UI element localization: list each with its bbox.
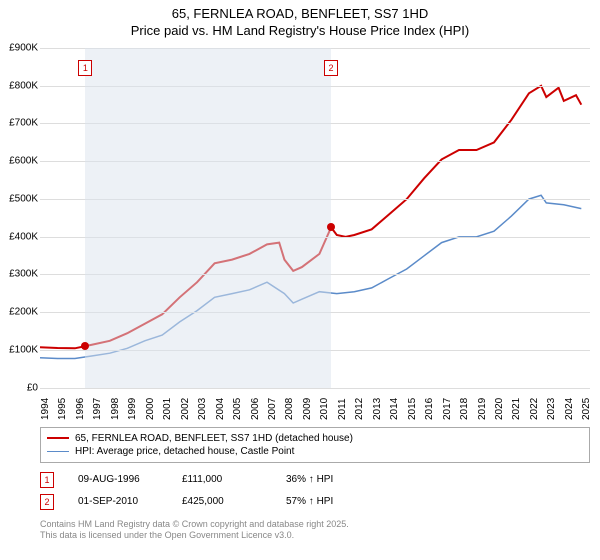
x-tick-label: 1998: [110, 398, 121, 420]
x-tick-label: 1999: [127, 398, 138, 420]
annotation-pct: 57% ↑ HPI: [286, 496, 366, 507]
annotation-marker: 2: [40, 494, 54, 510]
x-tick-label: 2013: [372, 398, 383, 420]
annotation-marker: 1: [40, 472, 54, 488]
x-tick-label: 1995: [57, 398, 68, 420]
x-tick-label: 2002: [180, 398, 191, 420]
x-tick-label: 1997: [92, 398, 103, 420]
x-tick-label: 2001: [162, 398, 173, 420]
title-line1: 65, FERNLEA ROAD, BENFLEET, SS7 1HD: [0, 6, 600, 23]
marker-dot: [81, 342, 89, 350]
legend: 65, FERNLEA ROAD, BENFLEET, SS7 1HD (det…: [40, 427, 590, 463]
x-tick-label: 2016: [424, 398, 435, 420]
annotation-table: 1 09-AUG-1996 £111,000 36% ↑ HPI 2 01-SE…: [40, 469, 590, 513]
x-tick-label: 2005: [232, 398, 243, 420]
annotation-row: 2 01-SEP-2010 £425,000 57% ↑ HPI: [40, 491, 590, 513]
plot-area: £0£100K£200K£300K£400K£500K£600K£700K£80…: [40, 48, 590, 389]
x-tick-label: 2004: [215, 398, 226, 420]
annotation-row: 1 09-AUG-1996 £111,000 36% ↑ HPI: [40, 469, 590, 491]
x-tick-label: 2024: [564, 398, 575, 420]
x-tick-label: 2003: [197, 398, 208, 420]
y-tick-label: £800K: [4, 80, 38, 91]
x-tick-label: 2025: [581, 398, 592, 420]
legend-label: HPI: Average price, detached house, Cast…: [75, 446, 294, 457]
y-tick-label: £900K: [4, 42, 38, 53]
marker-dot: [327, 223, 335, 231]
x-tick-label: 2009: [302, 398, 313, 420]
x-tick-label: 2006: [250, 398, 261, 420]
x-tick-label: 2018: [459, 398, 470, 420]
x-tick-label: 2012: [354, 398, 365, 420]
shaded-band: [85, 48, 331, 388]
x-tick-label: 2011: [337, 398, 348, 420]
annotation-date: 09-AUG-1996: [78, 474, 158, 485]
y-tick-label: £200K: [4, 307, 38, 318]
y-tick-label: £0: [4, 382, 38, 393]
y-tick-label: £300K: [4, 269, 38, 280]
legend-item: 65, FERNLEA ROAD, BENFLEET, SS7 1HD (det…: [47, 432, 583, 445]
x-tick-label: 2010: [319, 398, 330, 420]
chart-title: 65, FERNLEA ROAD, BENFLEET, SS7 1HD Pric…: [0, 0, 600, 40]
annotation-price: £425,000: [182, 496, 262, 507]
legend-label: 65, FERNLEA ROAD, BENFLEET, SS7 1HD (det…: [75, 433, 353, 444]
legend-swatch: [47, 437, 69, 439]
x-tick-label: 2017: [442, 398, 453, 420]
x-tick-label: 2007: [267, 398, 278, 420]
x-tick-label: 2015: [407, 398, 418, 420]
chart-container: 65, FERNLEA ROAD, BENFLEET, SS7 1HD Pric…: [0, 0, 600, 560]
x-tick-label: 2014: [389, 398, 400, 420]
x-tick-label: 2023: [546, 398, 557, 420]
annotation-pct: 36% ↑ HPI: [286, 474, 366, 485]
x-tick-label: 1994: [40, 398, 51, 420]
x-tick-label: 2008: [284, 398, 295, 420]
annotation-price: £111,000: [182, 474, 262, 485]
x-tick-label: 2022: [529, 398, 540, 420]
marker-box: 1: [78, 60, 92, 76]
y-tick-label: £400K: [4, 231, 38, 242]
y-tick-label: £500K: [4, 193, 38, 204]
y-tick-label: £100K: [4, 345, 38, 356]
footer: Contains HM Land Registry data © Crown c…: [40, 519, 590, 542]
y-tick-label: £600K: [4, 156, 38, 167]
x-tick-label: 2021: [511, 398, 522, 420]
x-tick-label: 2020: [494, 398, 505, 420]
footer-line1: Contains HM Land Registry data © Crown c…: [40, 519, 590, 531]
annotation-date: 01-SEP-2010: [78, 496, 158, 507]
y-tick-label: £700K: [4, 118, 38, 129]
legend-swatch: [47, 451, 69, 452]
x-tick-label: 2000: [145, 398, 156, 420]
x-tick-label: 1996: [75, 398, 86, 420]
x-tick-label: 2019: [477, 398, 488, 420]
footer-line2: This data is licensed under the Open Gov…: [40, 530, 590, 542]
title-line2: Price paid vs. HM Land Registry's House …: [0, 23, 600, 40]
marker-box: 2: [324, 60, 338, 76]
legend-item: HPI: Average price, detached house, Cast…: [47, 445, 583, 458]
